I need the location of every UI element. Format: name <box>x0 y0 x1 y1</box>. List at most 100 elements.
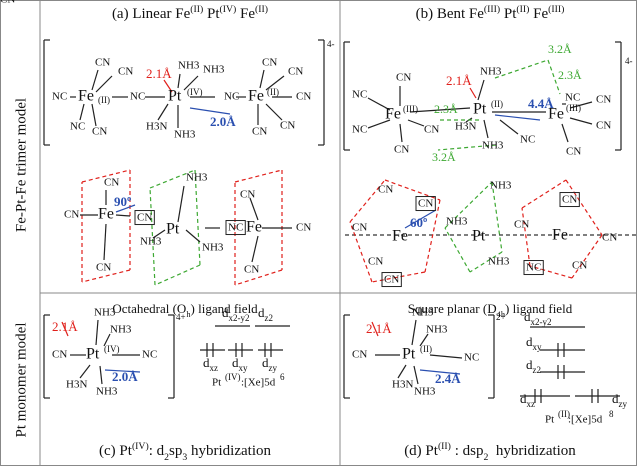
text-part: Pt <box>203 6 220 22</box>
label: CN <box>137 212 152 224</box>
bond <box>414 366 418 384</box>
figure: Fe-Pt-Fe trimer model Pt monomer model F… <box>0 0 637 466</box>
heading: (a) Linear Fe(II) Pt(IV) Fe(II) <box>112 4 268 23</box>
label: 4- <box>327 39 335 49</box>
text-part: (II) <box>516 4 529 15</box>
label: 6 <box>280 372 285 382</box>
text-part: sp <box>169 443 182 459</box>
label: (III) <box>566 103 581 113</box>
label: (IV) <box>225 372 241 382</box>
label: NC <box>224 91 239 103</box>
text-part: Octahedral (O <box>112 301 186 316</box>
label: Pt <box>168 88 182 105</box>
label: Fe <box>392 228 408 245</box>
bond <box>400 124 402 142</box>
bond <box>96 76 112 92</box>
subscript: xy <box>533 342 543 352</box>
label: Pt <box>166 221 180 238</box>
label: (IV) <box>104 344 120 354</box>
label: 2.1Å <box>146 66 172 81</box>
bond <box>178 74 180 88</box>
bond <box>80 104 84 120</box>
bond <box>408 120 424 126</box>
bond <box>430 355 462 358</box>
label: 2.3Å <box>434 102 458 116</box>
label: CN <box>562 194 577 206</box>
label: 4.4Å <box>528 96 554 111</box>
label: (IV) <box>187 87 203 97</box>
label: NC <box>565 92 580 104</box>
label: NH3 <box>426 324 448 336</box>
label: dzy <box>262 355 277 373</box>
label: dz2 <box>526 357 541 375</box>
bond <box>116 215 130 216</box>
label: dxz <box>520 391 535 409</box>
subscript: z2 <box>533 365 542 375</box>
label: 2.0Å <box>210 114 236 129</box>
subscript: xz <box>527 399 536 409</box>
label: CN <box>52 349 67 361</box>
label: CN <box>104 177 119 189</box>
label: CN <box>95 57 110 69</box>
bond <box>178 186 184 222</box>
label: NH3 <box>140 236 162 248</box>
label: CN <box>252 126 267 138</box>
label: CN <box>288 66 303 78</box>
label: CN <box>596 120 611 132</box>
label: CN <box>514 219 529 231</box>
label: CN <box>240 189 255 201</box>
label: CN <box>602 232 617 244</box>
label: NH3 <box>202 242 224 254</box>
label: dxz <box>203 355 218 373</box>
label: Fe <box>78 88 94 105</box>
bond <box>470 88 476 98</box>
bond <box>96 320 98 345</box>
text-part: (II) <box>255 4 268 15</box>
label: CN <box>352 222 367 234</box>
label: Pt <box>472 228 486 245</box>
label: (II) <box>420 344 432 354</box>
label: CN <box>118 66 133 78</box>
label: 2.0Å <box>112 369 138 384</box>
text-part: (b) Bent Fe <box>416 6 485 22</box>
bond <box>158 104 168 120</box>
label: 2.1Å <box>52 319 78 334</box>
label: Fe <box>246 219 262 236</box>
label: NH3 <box>186 172 208 184</box>
bond <box>266 104 282 120</box>
label: (II) <box>267 87 279 97</box>
label: dzy <box>612 391 627 409</box>
label: NH3 <box>414 386 436 398</box>
label: NH3 <box>178 60 200 72</box>
label: NC <box>464 352 479 364</box>
subscript: zy <box>269 363 278 373</box>
heading: (c) Pt(IV): d2sp3 hybridization <box>99 441 271 463</box>
label: NH3 <box>174 129 196 141</box>
subscript: zy <box>619 399 628 409</box>
label: Pt <box>402 346 416 363</box>
label: CN <box>280 120 295 132</box>
label: CN <box>396 72 411 84</box>
label: CN <box>378 184 393 196</box>
label: NC <box>52 91 67 103</box>
subscript: z2 <box>265 313 274 323</box>
label: 2.1Å <box>446 73 472 88</box>
label: H3N <box>392 379 413 391</box>
label: 4- <box>625 56 633 66</box>
label: NH3 <box>482 140 504 152</box>
bond <box>260 70 264 88</box>
label: CN <box>64 209 79 221</box>
label: NH3 <box>480 66 502 78</box>
bond <box>100 366 102 384</box>
bond <box>155 265 200 285</box>
bond <box>566 180 602 235</box>
bond <box>412 320 416 345</box>
bond <box>252 236 258 262</box>
label: Pt <box>212 377 221 389</box>
label: CN <box>572 260 587 272</box>
label: dxy <box>232 355 248 373</box>
label: CN <box>296 91 311 103</box>
label: Pt <box>86 346 100 363</box>
label: 90º <box>114 194 131 209</box>
label: NH3 <box>490 180 512 192</box>
